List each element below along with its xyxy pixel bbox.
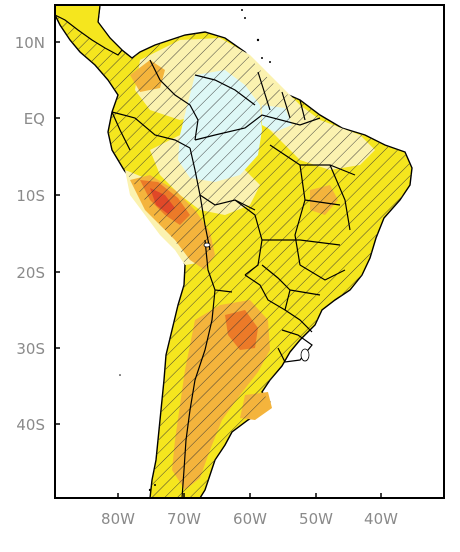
border-brazil-states bbox=[262, 144, 356, 296]
lon-label-40w: 40W bbox=[364, 510, 398, 528]
border-chile-argentina bbox=[181, 289, 216, 498]
lat-label-20s: 20S bbox=[16, 264, 45, 282]
caribbean-islands bbox=[119, 9, 271, 492]
axis-ticks bbox=[55, 41, 382, 498]
significance-hatching bbox=[55, 5, 412, 498]
central-america bbox=[55, 5, 123, 56]
border-colombia-venezuela bbox=[149, 59, 199, 141]
border-colombia-peru bbox=[111, 111, 191, 149]
border-bolivia-chile bbox=[204, 239, 233, 293]
border-ecuador bbox=[111, 111, 131, 151]
lat-label-40s: 40S bbox=[16, 416, 45, 434]
lon-label-70w: 70W bbox=[167, 510, 201, 528]
latitude-labels: 10N EQ 10S 20S 30S 40S bbox=[15, 34, 45, 434]
longitude-labels: 80W 70W 60W 50W 40W bbox=[101, 510, 398, 528]
border-guianas bbox=[257, 71, 306, 121]
border-peru-brazil bbox=[189, 147, 256, 211]
lon-label-60w: 60W bbox=[233, 510, 267, 528]
lon-label-80w: 80W bbox=[101, 510, 135, 528]
lagoon-patos bbox=[300, 348, 310, 362]
lon-label-50w: 50W bbox=[299, 510, 333, 528]
lat-label-30s: 30S bbox=[16, 340, 45, 358]
border-brazil-north bbox=[194, 114, 321, 141]
country-borders bbox=[111, 59, 356, 498]
border-peru-bolivia bbox=[199, 194, 211, 251]
border-argentina-brazil bbox=[284, 309, 313, 333]
lake-titicaca bbox=[203, 242, 211, 248]
lat-label-10s: 10S bbox=[16, 187, 45, 205]
lat-label-10n: 10N bbox=[15, 34, 45, 52]
lat-label-eq: EQ bbox=[24, 110, 45, 128]
border-venezuela-brazil bbox=[194, 74, 256, 106]
